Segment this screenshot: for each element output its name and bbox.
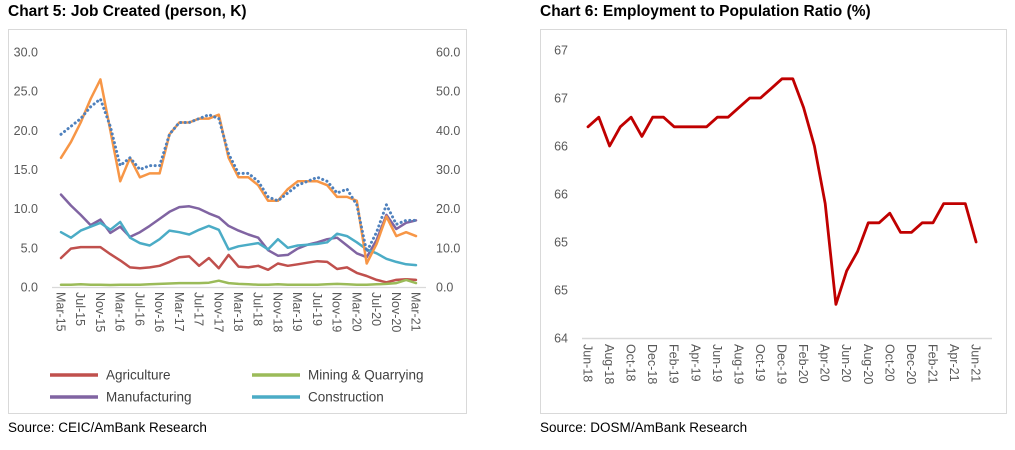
chart6-x-axis-tick-label: Apr-19 <box>688 344 702 382</box>
chart5-right-axis-tick-label: 30.0 <box>436 163 460 177</box>
chart6-y-axis-tick-labels: 67 67 66 66 65 65 64 <box>554 44 568 346</box>
chart5-x-axis-tick-label: Mar-17 <box>172 292 186 332</box>
series-line-agriculture <box>59 245 418 284</box>
chart5-legend: Agriculture Mining & Quarrying Manufacturi… <box>50 368 424 405</box>
chart6-x-axis-tick-label: Oct-20 <box>882 344 896 382</box>
chart6-x-axis-tick-label: Jun-20 <box>839 344 853 382</box>
chart6-title: Chart 6: Employment to Population Ratio … <box>540 3 871 20</box>
chart6-y-axis-tick-label: 65 <box>554 236 568 250</box>
chart6-y-axis-tick-label: 67 <box>554 92 568 106</box>
chart5-left-axis-tick-labels: 30.0 25.0 20.0 15.0 10.0 5.0 0.0 <box>14 46 38 295</box>
chart5-x-axis-tick-label: Mar-20 <box>349 292 363 332</box>
chart5-x-axis-tick-label: Mar-18 <box>231 292 245 332</box>
chart5-left-axis-tick-label: 0.0 <box>21 281 38 295</box>
chart5-x-axis-tick-label: Mar-16 <box>113 292 127 332</box>
chart5-x-axis-tick-label: Nov-16 <box>152 292 166 332</box>
chart6-y-axis-tick-label: 65 <box>554 284 568 298</box>
chart5-right-axis-tick-label: 0.0 <box>436 281 453 295</box>
chart5-x-axis-tick-label: Mar-21 <box>408 292 422 332</box>
chart6-x-axis-tick-labels: Jun-18 Aug-18 Oct-18 Dec-18 Feb-19 Apr-19 Jun-… <box>581 344 983 384</box>
chart5-x-axis-tick-label: Nov-20 <box>389 292 403 332</box>
chart6-x-axis-tick-label: Aug-20 <box>861 344 875 384</box>
chart6-x-axis-tick-label: Aug-18 <box>602 344 616 384</box>
chart5-x-axis-tick-labels: Mar-15 Jul-15 Nov-15 Mar-16 Jul-16 Nov-16 Mar-… <box>54 292 423 332</box>
chart5-right-axis-tick-label: 60.0 <box>436 46 460 60</box>
chart5-source: Source: CEIC/AmBank Research <box>8 420 207 435</box>
chart5-figure: 30.0 25.0 20.0 15.0 10.0 5.0 0.0 60.0 50.0 40.0 30… <box>8 29 467 414</box>
chart5-left-axis-tick-label: 10.0 <box>14 202 38 216</box>
chart5-x-axis-tick-label: Jul-17 <box>192 292 206 326</box>
chart5-right-axis-tick-label: 40.0 <box>436 124 460 138</box>
chart5-x-axis-tick-label: Jul-20 <box>369 292 383 326</box>
chart5-x-axis-tick-label: Nov-19 <box>330 292 344 332</box>
chart6-x-axis-tick-label: Apr-21 <box>947 344 961 382</box>
chart6-x-axis-tick-label: Dec-18 <box>645 344 659 384</box>
chart6-x-axis-tick-label: Feb-21 <box>925 344 939 384</box>
chart5-left-axis-tick-label: 20.0 <box>14 124 38 138</box>
series-line-unlabeled-orange-series-right-axis <box>59 78 418 265</box>
legend-label-manufacturing: Manufacturing <box>106 390 192 405</box>
chart5-x-axis-tick-label: Nov-18 <box>270 292 284 332</box>
chart5-left-axis-tick-label: 5.0 <box>21 241 38 255</box>
chart5-series-lines <box>59 78 418 287</box>
chart5-right-axis-tick-label: 20.0 <box>436 202 460 216</box>
chart6-x-axis-tick-label: Jun-21 <box>969 344 983 382</box>
chart6-x-axis-tick-label: Dec-20 <box>904 344 918 384</box>
legend-label-construction: Construction <box>308 390 384 405</box>
series-line-manufacturing <box>59 193 418 259</box>
chart5-left-axis-tick-label: 15.0 <box>14 163 38 177</box>
chart5-x-axis-tick-label: Jul-18 <box>251 292 265 326</box>
chart6-y-axis-tick-label: 67 <box>554 44 568 58</box>
chart5-x-axis-tick-label: Nov-15 <box>93 292 107 332</box>
chart5-left-axis-tick-label: 25.0 <box>14 85 38 99</box>
chart6-x-axis-tick-label: Jun-18 <box>581 344 595 382</box>
chart6-line-chart: 67 67 66 66 65 65 64 Jun-18 Aug-18 Oct-18 Dec-18 Fe… <box>540 29 1007 414</box>
chart6-x-axis-tick-label: Feb-19 <box>667 344 681 384</box>
chart5-right-axis-tick-label: 50.0 <box>436 85 460 99</box>
chart6-x-axis-tick-label: Dec-19 <box>775 344 789 384</box>
chart5-x-axis-tick-label: Nov-17 <box>211 292 225 332</box>
chart5-x-axis-tick-label: Mar-19 <box>290 292 304 332</box>
chart6-border <box>540 29 1007 414</box>
chart6-x-axis-tick-label: Apr-20 <box>818 344 832 382</box>
chart5-x-axis-tick-label: Mar-15 <box>54 292 68 332</box>
chart6-figure: 67 67 66 66 65 65 64 Jun-18 Aug-18 Oct-18 Dec-18 Fe… <box>540 29 1007 414</box>
chart6-x-axis-tick-label: Jun-19 <box>710 344 724 382</box>
legend-label-mining-quarrying: Mining & Quarrying <box>308 368 424 383</box>
chart5-right-axis-tick-label: 10.0 <box>436 241 460 255</box>
legend-label-agriculture: Agriculture <box>106 368 171 383</box>
series-line-mining-quarrying <box>59 278 418 287</box>
chart5-line-chart: 30.0 25.0 20.0 15.0 10.0 5.0 0.0 60.0 50.0 40.0 30… <box>8 29 467 414</box>
chart5-left-axis-tick-label: 30.0 <box>14 46 38 60</box>
series-line-unlabeled-blue-dotted-series-right-axis <box>59 97 418 254</box>
series-line-employment-to-population-ratio <box>586 77 978 306</box>
chart6-y-axis-tick-label: 66 <box>554 140 568 154</box>
chart6-y-axis-tick-label: 64 <box>554 332 568 346</box>
chart5-x-axis-tick-label: Jul-19 <box>310 292 324 326</box>
chart6-x-axis-tick-label: Feb-20 <box>796 344 810 384</box>
chart6-x-axis-tick-label: Oct-19 <box>753 344 767 382</box>
chart5-x-axis-tick-label: Jul-15 <box>73 292 87 326</box>
chart5-title: Chart 5: Job Created (person, K) <box>8 3 247 20</box>
chart6-y-axis-tick-label: 66 <box>554 188 568 202</box>
chart6-x-axis-tick-label: Oct-18 <box>624 344 638 382</box>
series-line-construction <box>59 220 418 267</box>
chart6-x-axis-tick-label: Aug-19 <box>731 344 745 384</box>
chart6-source: Source: DOSM/AmBank Research <box>540 420 748 435</box>
chart5-x-axis-tick-label: Jul-16 <box>132 292 146 326</box>
chart5-border <box>8 29 467 414</box>
chart5-right-axis-tick-labels: 60.0 50.0 40.0 30.0 20.0 10.0 0.0 <box>436 46 460 295</box>
